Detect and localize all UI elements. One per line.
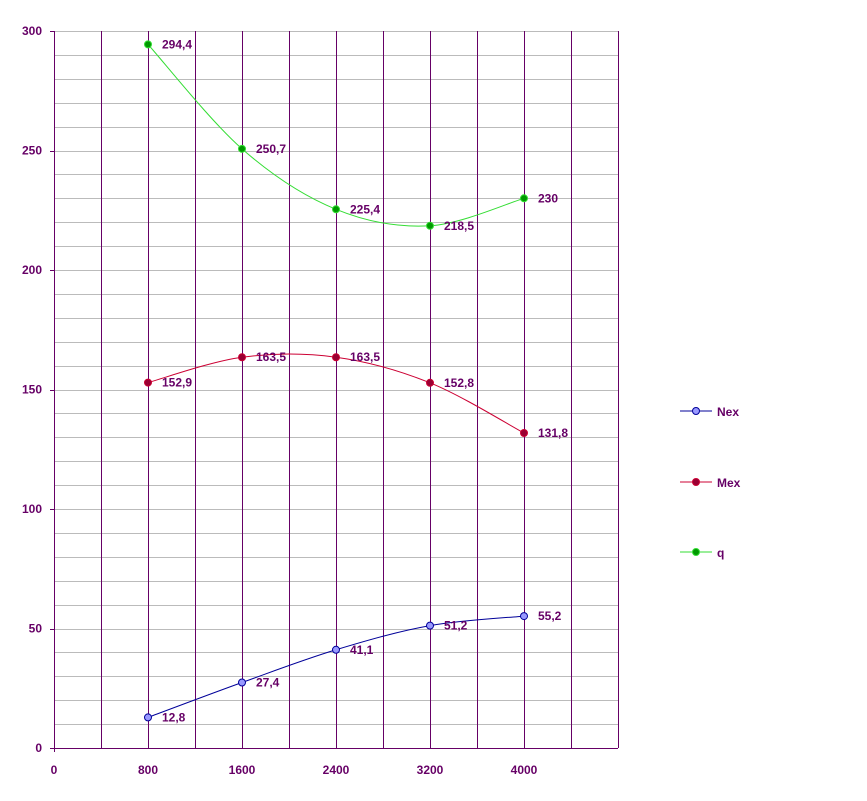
series-q: 294,4 250,7 225,4 218,5 230 <box>144 37 558 233</box>
data-point <box>332 353 340 362</box>
data-point <box>332 645 340 654</box>
series-nex: 12,8 27,4 41,1 51,2 55,2 <box>144 609 562 724</box>
data-label: 27,4 <box>256 676 280 690</box>
data-label: 250,7 <box>256 142 286 156</box>
data-label: 131,8 <box>538 426 568 440</box>
x-tick-label: 3200 <box>417 763 444 777</box>
data-label: 55,2 <box>538 609 562 623</box>
x-tick-label: 1600 <box>229 763 256 777</box>
y-tick-label: 100 <box>22 502 42 516</box>
legend-item-q: q <box>680 546 724 560</box>
legend-label: Mex <box>717 476 741 490</box>
y-axis-tick-labels: 0 50 100 150 200 250 300 <box>22 24 54 755</box>
y-tick-label: 150 <box>22 383 42 397</box>
data-label: 152,8 <box>444 376 474 390</box>
y-tick-label: 300 <box>22 24 42 38</box>
legend-marker <box>692 548 700 556</box>
data-label: 12,8 <box>162 710 186 724</box>
y-tick-label: 250 <box>22 144 42 158</box>
series-mex: 152,9 163,5 163,5 152,8 131,8 <box>144 350 568 440</box>
data-label: 51,2 <box>444 619 468 633</box>
legend-label: Nex <box>717 405 739 419</box>
x-tick-label: 0 <box>51 763 58 777</box>
data-label: 152,9 <box>162 376 192 390</box>
data-point <box>238 353 246 362</box>
data-point <box>520 194 528 203</box>
data-point <box>144 40 152 49</box>
data-label: 41,1 <box>350 643 374 657</box>
data-label: 163,5 <box>350 350 380 364</box>
legend-marker <box>692 478 700 486</box>
data-label: 225,4 <box>350 202 380 216</box>
data-point <box>238 144 246 153</box>
legend: Nex Mex q <box>680 405 741 560</box>
data-point <box>426 378 434 387</box>
legend-marker <box>692 407 700 415</box>
data-point <box>520 612 528 621</box>
data-point <box>144 713 152 722</box>
axes <box>50 31 618 752</box>
legend-item-nex: Nex <box>680 405 739 419</box>
x-tick-label: 4000 <box>511 763 538 777</box>
legend-item-mex: Mex <box>680 476 741 490</box>
y-tick-label: 200 <box>22 263 42 277</box>
data-point <box>426 221 434 230</box>
data-point <box>332 205 340 214</box>
series-line-q <box>147 44 525 227</box>
data-label: 294,4 <box>162 37 192 51</box>
data-label: 163,5 <box>256 350 286 364</box>
data-label: 218,5 <box>444 219 474 233</box>
y-tick-label: 50 <box>29 622 43 636</box>
data-point <box>520 428 528 437</box>
series-group: 12,8 27,4 41,1 51,2 55,2 152,9 163,5 163,5 152,8… <box>144 37 568 724</box>
x-tick-label: 800 <box>138 763 158 777</box>
legend-label: q <box>717 546 724 560</box>
data-point <box>426 621 434 630</box>
x-axis-tick-labels: 0 800 1600 2400 3200 4000 <box>51 763 538 777</box>
y-tick-label: 0 <box>35 741 42 755</box>
data-point <box>238 678 246 687</box>
data-point <box>144 378 152 387</box>
x-tick-label: 2400 <box>323 763 350 777</box>
data-label: 230 <box>538 191 558 205</box>
